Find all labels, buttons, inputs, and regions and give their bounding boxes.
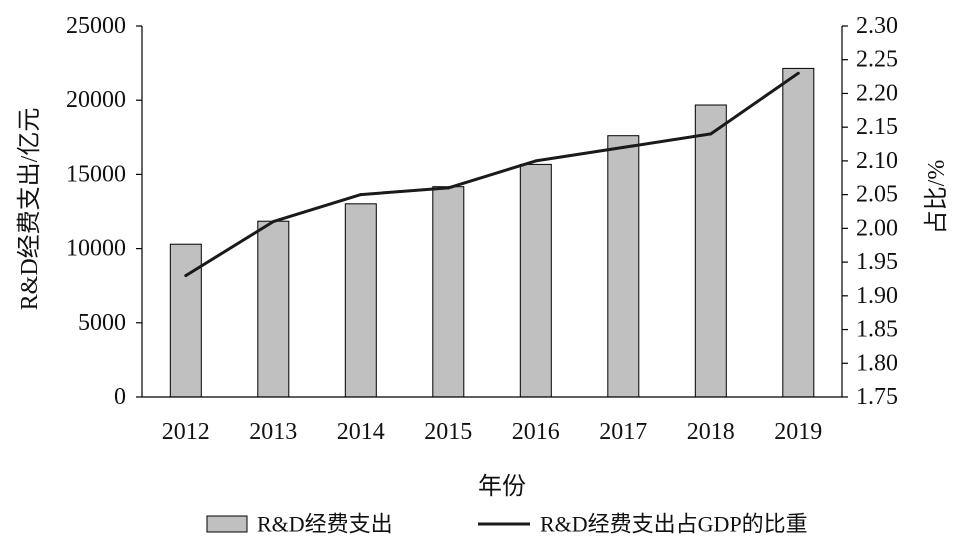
- line-series-rd-gdp-ratio: [185, 71, 800, 277]
- x-tick-label-2019: 2019: [774, 419, 822, 445]
- x-axis-title: 年份: [478, 473, 526, 500]
- legend-swatch-rd-expenditure: [206, 515, 248, 533]
- right-tick-label: 2.05: [856, 182, 898, 208]
- left-tick-label: 20000: [66, 87, 126, 113]
- left-tick-label: 0: [114, 384, 126, 410]
- x-tick-label-2014: 2014: [337, 419, 385, 445]
- bar-series-rd-expenditure: [169, 67, 815, 398]
- line-point-2018: [709, 132, 713, 136]
- x-tick-label-2017: 2017: [599, 419, 647, 445]
- line-point-2014: [359, 193, 363, 197]
- legend: R&D经费支出 R&D经费支出占GDP的比重: [206, 512, 808, 537]
- right-tick-label: 1.90: [856, 283, 898, 309]
- line-point-2016: [534, 159, 538, 163]
- bar-2017: [607, 135, 640, 398]
- right-tick-label: 1.80: [856, 350, 898, 376]
- x-tick-label-2018: 2018: [687, 419, 735, 445]
- bar-2018: [694, 104, 727, 398]
- x-tick-label-2012: 2012: [162, 419, 210, 445]
- legend-label-rd-expenditure: R&D经费支出: [257, 512, 393, 537]
- line-point-2017: [621, 145, 625, 149]
- line-point-2013: [271, 220, 275, 224]
- left-y-axis-title: R&D经费支出/亿元: [16, 108, 43, 311]
- line-point-2019: [796, 71, 800, 75]
- x-tick-label-2013: 2013: [249, 419, 297, 445]
- right-tick-label: 2.00: [856, 215, 898, 241]
- right-y-axis-ticks: 1.75 1.80 1.85 1.90 1.95 2.00 2.05 2.10 2.15 2.20…: [842, 13, 898, 410]
- x-tick-label-2015: 2015: [424, 419, 472, 445]
- x-tick-label-2016: 2016: [512, 419, 560, 445]
- right-tick-label: 2.15: [856, 114, 898, 140]
- right-tick-label: 1.85: [856, 317, 898, 343]
- right-tick-label: 2.20: [856, 80, 898, 106]
- bar-2019: [782, 67, 815, 398]
- left-tick-label: 15000: [66, 161, 126, 187]
- right-tick-label: 2.10: [856, 148, 898, 174]
- left-tick-label: 5000: [78, 310, 126, 336]
- bar-2013: [257, 220, 290, 398]
- left-tick-label: 10000: [66, 236, 126, 262]
- left-tick-label: 25000: [66, 13, 126, 39]
- line-point-2015: [446, 186, 450, 190]
- right-tick-label: 2.30: [856, 13, 898, 39]
- x-axis-tick-labels: 2012 2013 2014 2015 2016 2017 2018 2019: [162, 419, 822, 445]
- bar-2012: [169, 243, 202, 398]
- legend-label-rd-gdp-ratio: R&D经费支出占GDP的比重: [540, 512, 808, 537]
- line-series-points: [184, 71, 800, 278]
- line-point-2012: [184, 274, 188, 278]
- bar-2015: [432, 186, 465, 398]
- right-y-axis-title: 占比/%: [923, 160, 950, 235]
- right-tick-label: 1.75: [856, 384, 898, 410]
- bar-2014: [344, 203, 377, 398]
- right-tick-label: 2.25: [856, 47, 898, 73]
- left-y-axis-ticks: 0 5000 10000 15000 20000 25000: [66, 13, 142, 410]
- right-tick-label: 1.95: [856, 249, 898, 275]
- bar-2016: [519, 163, 552, 398]
